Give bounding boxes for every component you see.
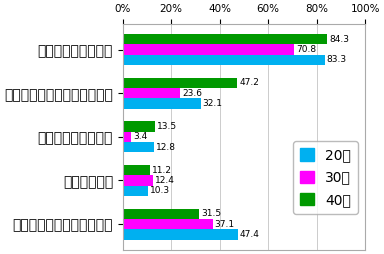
Bar: [123, 78, 237, 88]
Bar: [123, 88, 180, 98]
Bar: [123, 142, 154, 152]
Text: 31.5: 31.5: [201, 209, 221, 218]
Bar: [123, 44, 294, 55]
Bar: [123, 55, 324, 65]
Bar: [123, 132, 131, 142]
Text: 3.4: 3.4: [133, 132, 147, 141]
Legend: 20代, 30代, 40代: 20代, 30代, 40代: [293, 141, 358, 214]
Bar: [123, 229, 238, 240]
Text: 13.5: 13.5: [157, 122, 177, 131]
Bar: [123, 165, 150, 175]
Text: 23.6: 23.6: [182, 89, 202, 98]
Text: 12.8: 12.8: [156, 143, 176, 152]
Text: 11.2: 11.2: [152, 166, 172, 175]
Text: 47.4: 47.4: [240, 230, 260, 239]
Bar: [123, 209, 199, 219]
Text: 70.8: 70.8: [296, 45, 316, 54]
Bar: [123, 186, 148, 196]
Bar: [123, 98, 200, 109]
Text: 83.3: 83.3: [326, 55, 347, 65]
Bar: [123, 219, 213, 229]
Text: 37.1: 37.1: [215, 220, 235, 229]
Text: 47.2: 47.2: [239, 78, 259, 87]
Bar: [123, 121, 156, 132]
Bar: [123, 34, 327, 44]
Text: 10.3: 10.3: [150, 186, 170, 195]
Text: 12.4: 12.4: [155, 176, 175, 185]
Text: 32.1: 32.1: [202, 99, 222, 108]
Text: 84.3: 84.3: [329, 35, 349, 44]
Bar: [123, 175, 153, 186]
